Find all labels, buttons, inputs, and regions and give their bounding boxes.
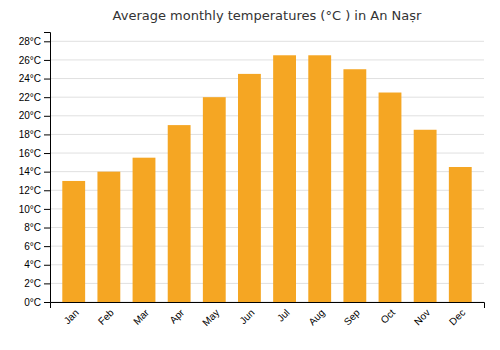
- tick: 0°C: [24, 297, 50, 308]
- tick-label: 22°C: [19, 92, 41, 103]
- tick-mark: [44, 265, 50, 266]
- tick: Apr: [167, 306, 186, 325]
- bar: [168, 125, 191, 302]
- grid-line: [50, 115, 484, 116]
- tick-mark: [44, 97, 50, 98]
- tick-label: 10°C: [19, 204, 41, 215]
- tick: 14°C: [19, 166, 50, 177]
- tick: 26°C: [19, 55, 50, 66]
- tick-label: Sep: [342, 307, 363, 328]
- tick-label: 24°C: [19, 73, 41, 84]
- axis-line: [44, 33, 51, 303]
- bar: [379, 93, 402, 302]
- grid-line: [50, 41, 484, 42]
- tick-label: Oct: [378, 307, 397, 326]
- tick-mark: [44, 41, 50, 42]
- tick-label: 12°C: [19, 185, 41, 196]
- tick-label: 28°C: [19, 36, 41, 47]
- tick-mark: [44, 60, 50, 61]
- tick-label: 26°C: [19, 55, 41, 66]
- bar: [273, 55, 296, 302]
- tick-label: 8°C: [24, 222, 41, 233]
- tick-mark: [44, 190, 50, 191]
- grid: [50, 41, 484, 302]
- tick: Nov: [412, 307, 432, 327]
- tick-label: 16°C: [19, 148, 41, 159]
- tick: 18°C: [19, 129, 50, 140]
- tick: Oct: [378, 307, 397, 326]
- tick: Jul: [275, 307, 292, 324]
- tick-label: 6°C: [24, 241, 41, 252]
- tick: Aug: [306, 307, 326, 327]
- tick-mark: [44, 228, 50, 229]
- tick: 6°C: [24, 241, 50, 252]
- y-axis: 0°C 2°C 4°C 6°C 8°C 10°C 12°C 14°C 16°C 18°C 20°C 2…: [19, 33, 51, 308]
- tick: 16°C: [19, 148, 50, 159]
- tick: 4°C: [24, 259, 50, 270]
- tick-label: 20°C: [19, 110, 41, 121]
- tick-mark: [44, 116, 50, 117]
- tick: 2°C: [24, 278, 50, 289]
- tick-label: Feb: [96, 307, 116, 327]
- tick: Jan: [62, 307, 81, 326]
- tick-label: Apr: [167, 306, 186, 325]
- tick-mark: [44, 302, 50, 303]
- tick: 12°C: [19, 185, 50, 196]
- tick: Sep: [342, 307, 363, 328]
- tick-label: 0°C: [24, 297, 41, 308]
- plot-area: [62, 55, 471, 302]
- tick-label: 18°C: [19, 129, 41, 140]
- tick: 22°C: [19, 92, 50, 103]
- chart: 0°C 2°C 4°C 6°C 8°C 10°C 12°C 14°C 16°C 18°C 20°C 2…: [0, 0, 500, 350]
- tick: May: [200, 307, 221, 328]
- bar: [62, 181, 85, 302]
- bar: [449, 167, 472, 302]
- bar: [414, 130, 437, 302]
- tick-label: May: [200, 307, 221, 328]
- grid-line: [50, 97, 484, 98]
- tick-label: 2°C: [24, 278, 41, 289]
- tick-mark: [44, 172, 50, 173]
- tick-label: Jan: [62, 307, 81, 326]
- bar: [97, 172, 120, 302]
- tick-label: 14°C: [19, 166, 41, 177]
- x-axis: Jan Feb Mar Apr May Jun Jul Aug Sep Oct Nov Dec: [51, 303, 485, 329]
- tick-mark: [44, 283, 50, 284]
- tick-mark: [44, 134, 50, 135]
- tick-label: Aug: [306, 307, 326, 327]
- tick: 20°C: [19, 110, 50, 121]
- tick-mark: [44, 209, 50, 210]
- tick-label: Jul: [275, 307, 292, 324]
- tick: 10°C: [19, 204, 50, 215]
- tick: Feb: [96, 307, 116, 327]
- tick-label: 4°C: [24, 259, 41, 270]
- tick: Jun: [237, 307, 256, 326]
- tick: 28°C: [19, 36, 50, 47]
- tick-label: Jun: [237, 307, 256, 326]
- axis-line: [51, 303, 485, 309]
- bar: [308, 55, 331, 302]
- tick-mark: [44, 79, 50, 80]
- grid-line: [50, 59, 484, 60]
- bar: [203, 97, 226, 302]
- bar: [238, 74, 261, 302]
- tick: Mar: [131, 306, 151, 326]
- tick: 24°C: [19, 73, 50, 84]
- bar: [133, 158, 156, 302]
- tick-label: Mar: [131, 306, 151, 326]
- grid-line: [50, 78, 484, 79]
- tick-label: Nov: [412, 307, 432, 327]
- tick-mark: [44, 246, 50, 247]
- tick-mark: [44, 153, 50, 154]
- tick-label: Dec: [447, 307, 467, 327]
- title: Average monthly temperatures (°C ) in An…: [113, 8, 422, 23]
- tick: Dec: [447, 307, 467, 327]
- tick: 8°C: [24, 222, 50, 233]
- bar: [343, 69, 366, 302]
